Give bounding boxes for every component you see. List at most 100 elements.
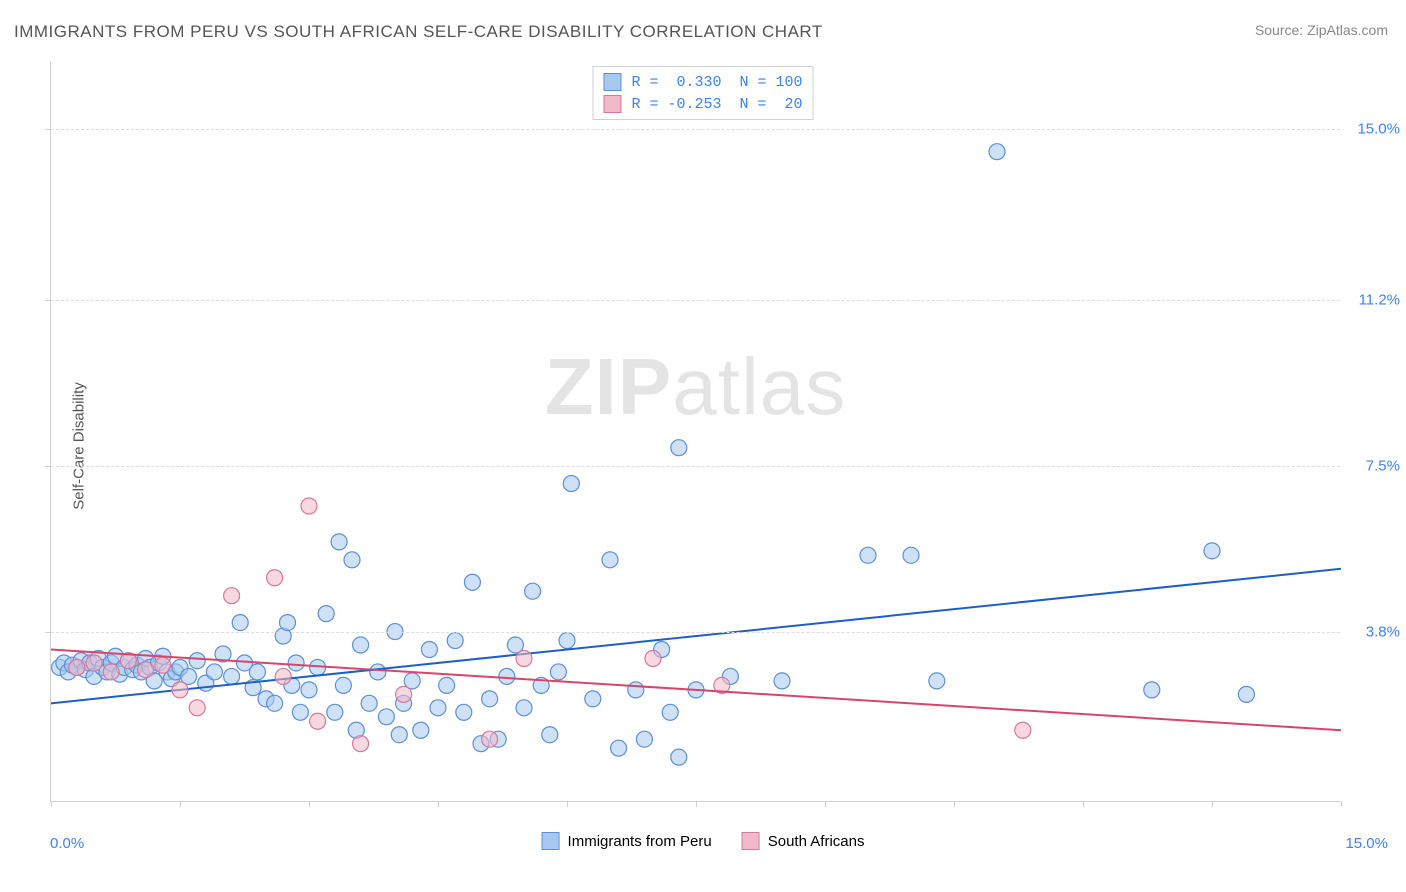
x-axis-max-label: 15.0%	[1345, 835, 1388, 852]
data-point	[86, 655, 102, 671]
data-point	[318, 606, 334, 622]
data-point	[172, 682, 188, 698]
data-point	[353, 736, 369, 752]
data-point	[447, 633, 463, 649]
series-legend-label: Immigrants from Peru	[568, 833, 712, 850]
data-point	[224, 668, 240, 684]
data-point	[288, 655, 304, 671]
data-point	[189, 700, 205, 716]
data-point	[1204, 543, 1220, 559]
x-tick-mark	[180, 801, 181, 807]
legend-stat: R = 0.330 N = 100	[631, 74, 802, 91]
legend-swatch	[742, 832, 760, 850]
data-point	[464, 574, 480, 590]
data-point	[370, 664, 386, 680]
data-point	[1015, 722, 1031, 738]
data-point	[189, 653, 205, 669]
x-tick-mark	[438, 801, 439, 807]
data-point	[671, 440, 687, 456]
legend-swatch	[542, 832, 560, 850]
data-point	[103, 664, 119, 680]
correlation-legend: R = 0.330 N = 100 R = -0.253 N = 20	[592, 66, 813, 120]
data-point	[636, 731, 652, 747]
data-point	[929, 673, 945, 689]
data-point	[391, 727, 407, 743]
data-point	[516, 650, 532, 666]
data-point	[267, 695, 283, 711]
data-point	[310, 713, 326, 729]
data-point	[232, 615, 248, 631]
data-point	[989, 144, 1005, 160]
data-point	[774, 673, 790, 689]
series-legend-item: South Africans	[742, 832, 865, 850]
data-point	[335, 677, 351, 693]
y-tick-label: 7.5%	[1345, 457, 1400, 474]
chart-title: IMMIGRANTS FROM PERU VS SOUTH AFRICAN SE…	[14, 22, 823, 42]
data-point	[903, 547, 919, 563]
data-point	[1238, 686, 1254, 702]
data-point	[585, 691, 601, 707]
y-tick-mark	[45, 300, 51, 301]
data-point	[430, 700, 446, 716]
data-point	[482, 691, 498, 707]
data-point	[344, 552, 360, 568]
series-legend: Immigrants from Peru South Africans	[542, 832, 865, 850]
data-point	[439, 677, 455, 693]
correlation-legend-row: R = 0.330 N = 100	[603, 71, 802, 93]
grid-line	[51, 466, 1340, 467]
x-tick-mark	[567, 801, 568, 807]
data-point	[413, 722, 429, 738]
data-point	[378, 709, 394, 725]
data-point	[611, 740, 627, 756]
data-point	[353, 637, 369, 653]
data-point	[860, 547, 876, 563]
series-legend-label: South Africans	[768, 833, 865, 850]
data-point	[138, 662, 154, 678]
x-tick-mark	[1212, 801, 1213, 807]
data-point	[542, 727, 558, 743]
legend-swatch	[603, 73, 621, 91]
data-point	[301, 682, 317, 698]
data-point	[602, 552, 618, 568]
data-point	[550, 664, 566, 680]
legend-swatch	[603, 95, 621, 113]
chart-svg	[51, 62, 1340, 801]
data-point	[1144, 682, 1160, 698]
grid-line	[51, 129, 1340, 130]
data-point	[396, 686, 412, 702]
data-point	[361, 695, 377, 711]
data-point	[275, 668, 291, 684]
correlation-legend-row: R = -0.253 N = 20	[603, 93, 802, 115]
chart-container: IMMIGRANTS FROM PERU VS SOUTH AFRICAN SE…	[0, 0, 1406, 892]
data-point	[267, 570, 283, 586]
data-point	[671, 749, 687, 765]
data-point	[499, 668, 515, 684]
data-point	[662, 704, 678, 720]
x-tick-mark	[825, 801, 826, 807]
y-tick-label: 15.0%	[1345, 121, 1400, 138]
x-axis-min-label: 0.0%	[50, 835, 84, 852]
grid-line	[51, 300, 1340, 301]
data-point	[249, 664, 265, 680]
data-point	[645, 650, 661, 666]
data-point	[292, 704, 308, 720]
data-point	[224, 588, 240, 604]
data-point	[331, 534, 347, 550]
x-tick-mark	[51, 801, 52, 807]
data-point	[628, 682, 644, 698]
data-point	[516, 700, 532, 716]
data-point	[421, 642, 437, 658]
data-point	[559, 633, 575, 649]
series-legend-item: Immigrants from Peru	[542, 832, 712, 850]
y-tick-mark	[45, 632, 51, 633]
x-tick-mark	[309, 801, 310, 807]
y-tick-label: 3.8%	[1345, 623, 1400, 640]
grid-line	[51, 632, 1340, 633]
y-tick-label: 11.2%	[1345, 291, 1400, 308]
data-point	[301, 498, 317, 514]
x-tick-mark	[696, 801, 697, 807]
data-point	[563, 476, 579, 492]
data-point	[525, 583, 541, 599]
plot-area: ZIPatlas 3.8%7.5%11.2%15.0%	[50, 62, 1340, 802]
source-attribution: Source: ZipAtlas.com	[1255, 22, 1388, 38]
